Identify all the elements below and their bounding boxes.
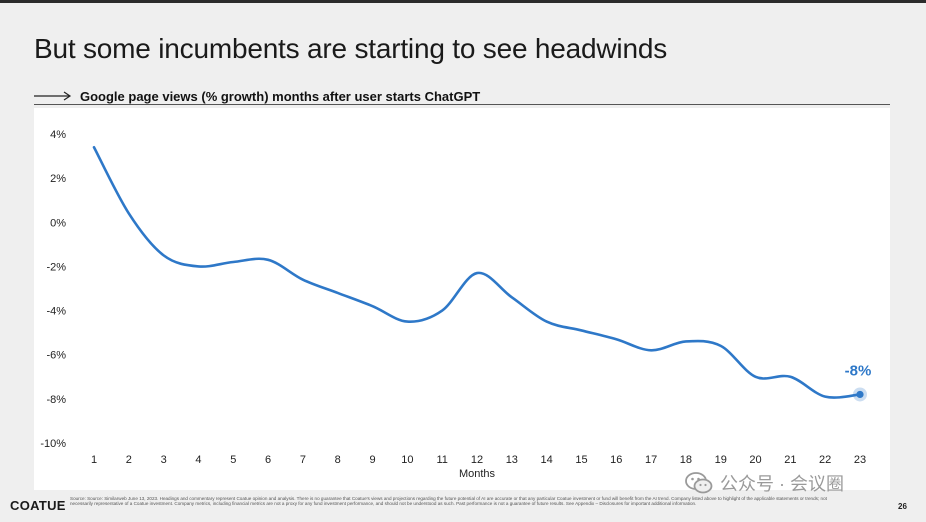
chart-subtitle: Google page views (% growth) months afte…: [80, 88, 481, 104]
watermark-text: 公众号 · 会议圈: [720, 474, 844, 494]
data-point: [371, 304, 375, 308]
data-point: [405, 320, 409, 324]
data-point: [823, 395, 827, 399]
x-tick-label: 9: [369, 454, 375, 466]
top-rule: [0, 0, 926, 3]
y-tick-label: -4%: [46, 306, 66, 318]
y-tick-label: -8%: [46, 394, 66, 406]
x-tick-label: 19: [715, 454, 727, 466]
x-axis-label: Months: [459, 468, 496, 480]
x-tick-label: 21: [784, 454, 796, 466]
end-point-marker: [856, 390, 864, 399]
y-tick-label: -6%: [46, 350, 66, 362]
x-tick-label: 11: [436, 454, 447, 466]
page-number: 26: [898, 502, 907, 511]
x-axis-ticks: 1 2 3 4 5 6 7 8 9 10 11 12 13 14 15 16 17 18 19 20 21 22 23: [91, 454, 866, 466]
data-point: [754, 375, 758, 379]
y-tick-label: 2%: [50, 173, 66, 185]
x-tick-label: 16: [610, 454, 622, 466]
data-point: [684, 339, 688, 343]
data-point: [162, 253, 166, 257]
x-tick-label: 20: [749, 454, 761, 466]
x-tick-label: 15: [575, 454, 587, 466]
series-markers: [92, 145, 867, 402]
x-tick-label: 18: [680, 454, 692, 466]
right-arrow-icon: [34, 91, 72, 101]
source-disclaimer: Source: Source: Similarweb June 13, 2023…: [70, 496, 827, 507]
y-tick-label: -2%: [46, 261, 66, 273]
series-line: [92, 145, 862, 399]
data-point: [301, 278, 305, 282]
x-tick-label: 10: [401, 454, 413, 466]
data-point: [440, 309, 444, 313]
wechat-icon: [685, 472, 713, 494]
data-point: [231, 260, 235, 264]
x-tick-label: 2: [126, 454, 132, 466]
subtitle-divider: [34, 104, 890, 105]
data-point: [545, 320, 549, 324]
x-tick-label: 4: [195, 454, 201, 466]
y-tick-label: -10%: [40, 438, 66, 450]
x-tick-label: 14: [541, 454, 553, 466]
data-point: [614, 337, 618, 341]
end-value-callout: -8%: [845, 362, 872, 379]
data-point: [127, 211, 131, 215]
data-point: [788, 375, 792, 379]
x-tick-label: 5: [230, 454, 236, 466]
watermark: 公众号 · 会议圈: [684, 470, 844, 496]
line-chart: 4%2%0%-2%-4%-6%-8%-10% 1 2 3 4 5 6 7 8 9 10 11 12 13…: [40, 129, 872, 480]
x-tick-label: 8: [335, 454, 341, 466]
x-tick-label: 23: [854, 454, 866, 466]
slide-title: But some incumbents are starting to see …: [34, 33, 667, 64]
brand-logo: COATUE: [10, 498, 66, 513]
data-point: [266, 258, 270, 262]
x-tick-label: 17: [645, 454, 657, 466]
y-axis-ticks: 4% 2% 0% -2% -4% -6% -8% -10%: [40, 129, 66, 450]
x-tick-label: 1: [91, 454, 97, 466]
x-tick-label: 22: [819, 454, 831, 466]
x-tick-label: 12: [471, 454, 483, 466]
data-point: [336, 291, 340, 295]
data-point: [719, 344, 723, 348]
y-tick-label: 4%: [50, 129, 66, 141]
y-tick-label: 0%: [50, 217, 66, 229]
data-point: [579, 328, 583, 332]
x-tick-label: 3: [161, 454, 167, 466]
x-tick-label: 13: [506, 454, 518, 466]
data-point: [92, 145, 96, 149]
data-point: [649, 348, 653, 352]
data-point: [196, 264, 200, 268]
data-point: [510, 295, 514, 299]
chart-panel: 4% 2% 0% -2% -4% -6% -8% -10% 1 2 3 4 5 6 7 8 9 10 11 12 13…: [34, 108, 890, 490]
x-tick-label: 6: [265, 454, 271, 466]
data-point: [475, 271, 479, 275]
x-tick-label: 7: [300, 454, 306, 466]
subtitle-row: Google page views (% growth) months afte…: [34, 86, 480, 106]
